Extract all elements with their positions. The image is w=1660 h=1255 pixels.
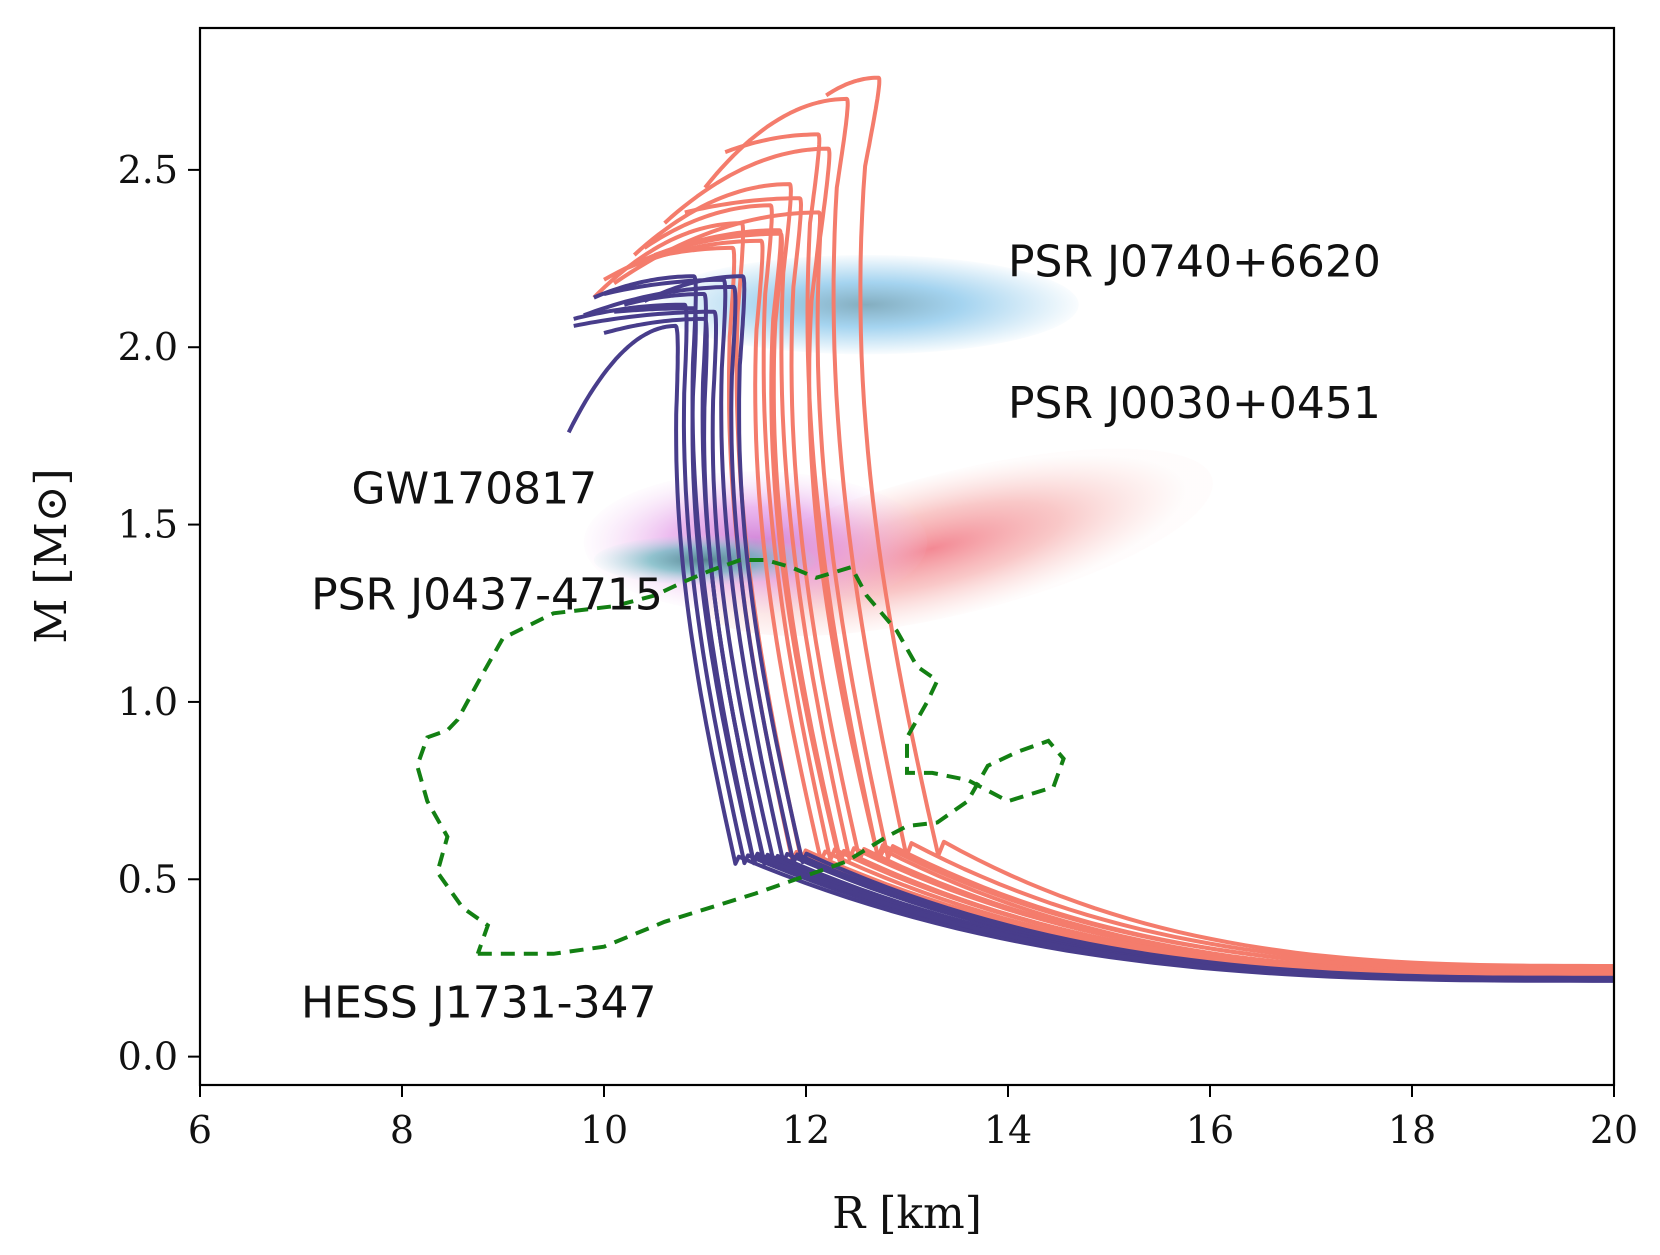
y-tick-label: 0.5 [118,857,178,901]
y-tick-label: 0.0 [118,1035,178,1079]
annotation-label: PSR J0740+6620 [1008,236,1381,287]
annotation-label: PSR J0030+0451 [1008,378,1381,429]
plot-frame [198,26,1616,1087]
annotation-label: GW170817 [352,463,598,514]
y-tick-label: 2.0 [118,325,178,369]
x-tick-label: 6 [188,1108,212,1152]
stiff-eos-curve [653,231,1614,978]
x-tick-label: 10 [580,1108,628,1152]
hess-contour-line [415,558,1066,956]
y-tick-label: 2.5 [118,148,178,192]
x-tick-label: 14 [984,1108,1032,1152]
soft-eos-curve [643,274,1614,980]
soft-eos-curve [613,306,1614,982]
x-tick-label: 8 [390,1108,414,1152]
x-tick-label: 20 [1590,1108,1638,1152]
stiff-eos-curve [825,75,1614,968]
annotation-label: HESS J1731-347 [301,978,657,1029]
stiff-eos-curve [612,210,1614,977]
x-tick-label: 16 [1186,1108,1234,1152]
contour-j0437 [593,535,817,585]
stiff-eos-curve [663,146,1614,973]
y-tick-label: 1.0 [118,680,178,724]
x-tick-label: 12 [782,1108,830,1152]
stiff-eos-curve [703,96,1614,970]
x-tick-label: 18 [1388,1108,1436,1152]
annotation-label: PSR J0437-4715 [311,570,663,621]
x-axis-title: R [km] [832,1188,982,1239]
y-tick-label: 1.5 [118,503,178,547]
y-axis-title: M [M⊙] [26,468,77,643]
